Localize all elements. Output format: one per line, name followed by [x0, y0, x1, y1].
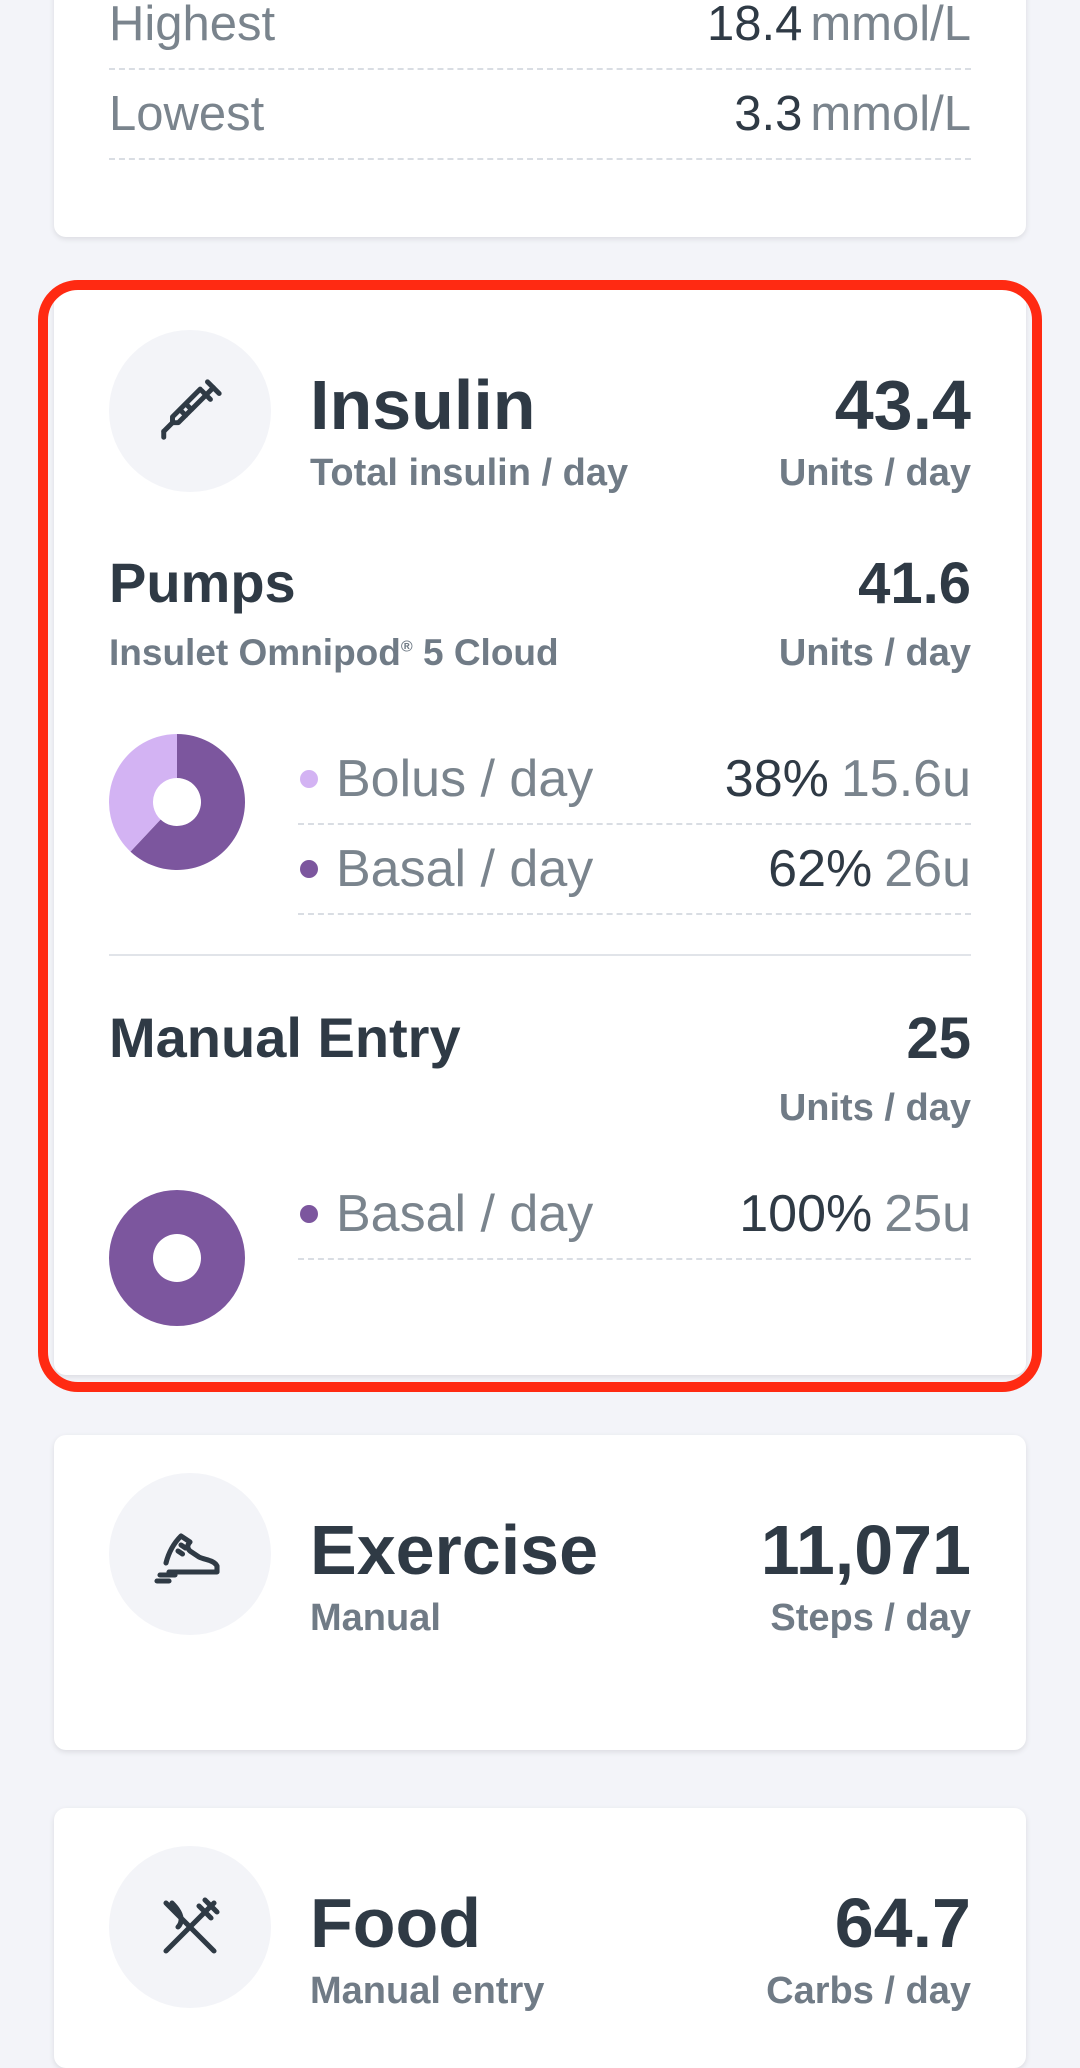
pumps-title: Pumps	[109, 551, 296, 614]
pumps-unit: Units / day	[778, 632, 971, 674]
highest-row: Highest 18.4 mmol/L	[109, 0, 971, 70]
food-unit: Carbs / day	[766, 1970, 971, 2012]
highest-value-group: 18.4 mmol/L	[707, 0, 971, 52]
manual-entry-total: 25	[906, 1006, 971, 1071]
insulin-card[interactable]: Insulin Total insulin / day 43.4 Units /…	[54, 290, 1026, 1375]
registered-mark: ®	[400, 638, 413, 656]
manual-entry-title: Manual Entry	[109, 1006, 461, 1069]
pumps-device: Insulet Omnipod® 5 Cloud	[109, 632, 559, 674]
manual-basal-amount: 25u	[884, 1185, 971, 1243]
food-title: Food	[310, 1884, 482, 1962]
basal-percent: 62%	[768, 840, 873, 898]
basal-label: Basal / day	[336, 840, 594, 898]
exercise-unit: Steps / day	[770, 1597, 971, 1639]
manual-basal-dot	[300, 1205, 318, 1223]
glucose-stats-card: Highest 18.4 mmol/L Lowest 3.3 mmol/L	[54, 0, 1026, 237]
pumps-slice-1	[109, 734, 177, 852]
pumps-slice-0	[130, 734, 245, 870]
pumps-bolus-row: Bolus / day 38% 15.6u	[298, 735, 971, 825]
manual-basal-percent: 100%	[739, 1185, 873, 1243]
bolus-amount: 15.6u	[840, 750, 971, 808]
exercise-card[interactable]: Exercise Manual 11,071 Steps / day	[54, 1435, 1026, 1750]
exercise-subtitle: Manual	[310, 1597, 441, 1639]
bolus-dot	[300, 770, 318, 788]
manual-entry-unit: Units / day	[778, 1087, 971, 1129]
manual-basal-row: Basal / day 100% 25u	[298, 1170, 971, 1260]
pumps-device-name: Insulet Omnipod	[109, 632, 401, 673]
pumps-device-suffix: 5 Cloud	[422, 632, 559, 673]
bolus-label: Bolus / day	[336, 750, 594, 808]
pumps-basal-row: Basal / day 62% 26u	[298, 825, 971, 915]
exercise-total: 11,071	[760, 1511, 971, 1589]
insulin-total: 43.4	[834, 366, 971, 444]
highest-unit: mmol/L	[810, 0, 971, 51]
insulin-title: Insulin	[310, 366, 536, 444]
lowest-value-group: 3.3 mmol/L	[734, 86, 971, 142]
food-card[interactable]: Food Manual entry 64.7 Carbs / day	[54, 1808, 1026, 2068]
lowest-label: Lowest	[109, 87, 265, 141]
food-subtitle: Manual entry	[310, 1970, 545, 2012]
highest-value: 18.4	[706, 0, 803, 51]
lowest-row: Lowest 3.3 mmol/L	[109, 70, 971, 160]
basal-amount: 26u	[884, 840, 971, 898]
sneaker-icon	[109, 1473, 271, 1635]
exercise-title: Exercise	[310, 1511, 599, 1589]
food-total: 64.7	[834, 1884, 971, 1962]
pumps-total: 41.6	[858, 551, 971, 616]
syringe-icon	[109, 330, 271, 492]
fork-knife-icon	[109, 1846, 271, 2008]
insulin-subtitle: Total insulin / day	[310, 452, 629, 494]
basal-dot	[300, 860, 318, 878]
insulin-unit: Units / day	[778, 452, 971, 494]
manual-slice-0	[109, 1190, 245, 1326]
manual-donut-chart	[109, 1190, 245, 1326]
manual-basal-label: Basal / day	[336, 1185, 594, 1243]
pumps-donut-chart	[109, 734, 245, 870]
section-divider	[109, 954, 971, 956]
highest-label: Highest	[109, 0, 276, 51]
bolus-percent: 38%	[724, 750, 829, 808]
lowest-value: 3.3	[734, 87, 803, 141]
lowest-unit: mmol/L	[810, 87, 971, 141]
